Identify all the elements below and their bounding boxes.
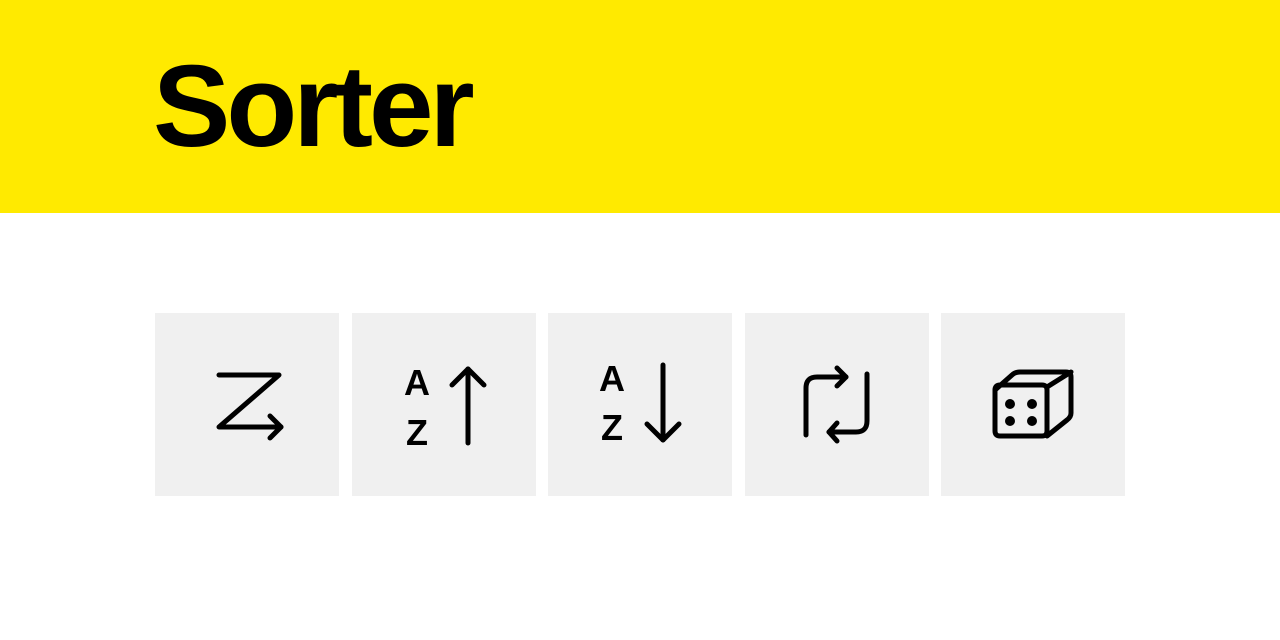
original-order-button[interactable] bbox=[155, 313, 339, 496]
dice-pip bbox=[1027, 416, 1037, 426]
letter-a: A bbox=[599, 358, 625, 399]
sort-az-down-icon: A Z bbox=[599, 358, 682, 448]
dice-pip bbox=[1027, 399, 1037, 409]
header-banner: Sorter bbox=[0, 0, 1280, 213]
reverse-button[interactable] bbox=[745, 313, 929, 496]
dice-icon bbox=[992, 369, 1074, 439]
repeat-arrows-icon bbox=[803, 365, 870, 444]
letter-z: Z bbox=[601, 407, 623, 448]
page-title: Sorter bbox=[153, 41, 475, 171]
sort-az-up-icon: A Z bbox=[404, 362, 487, 453]
zigzag-arrow-icon bbox=[216, 372, 284, 441]
sort-descending-button[interactable]: A Z bbox=[548, 313, 732, 496]
dice-pip bbox=[1005, 399, 1015, 409]
letter-a: A bbox=[404, 362, 430, 403]
sort-ascending-button[interactable]: A Z bbox=[352, 313, 536, 496]
letter-z: Z bbox=[406, 412, 428, 453]
shuffle-button[interactable] bbox=[941, 313, 1125, 496]
sort-toolbar: A Z A Z bbox=[155, 313, 1125, 496]
dice-pip bbox=[1005, 416, 1015, 426]
